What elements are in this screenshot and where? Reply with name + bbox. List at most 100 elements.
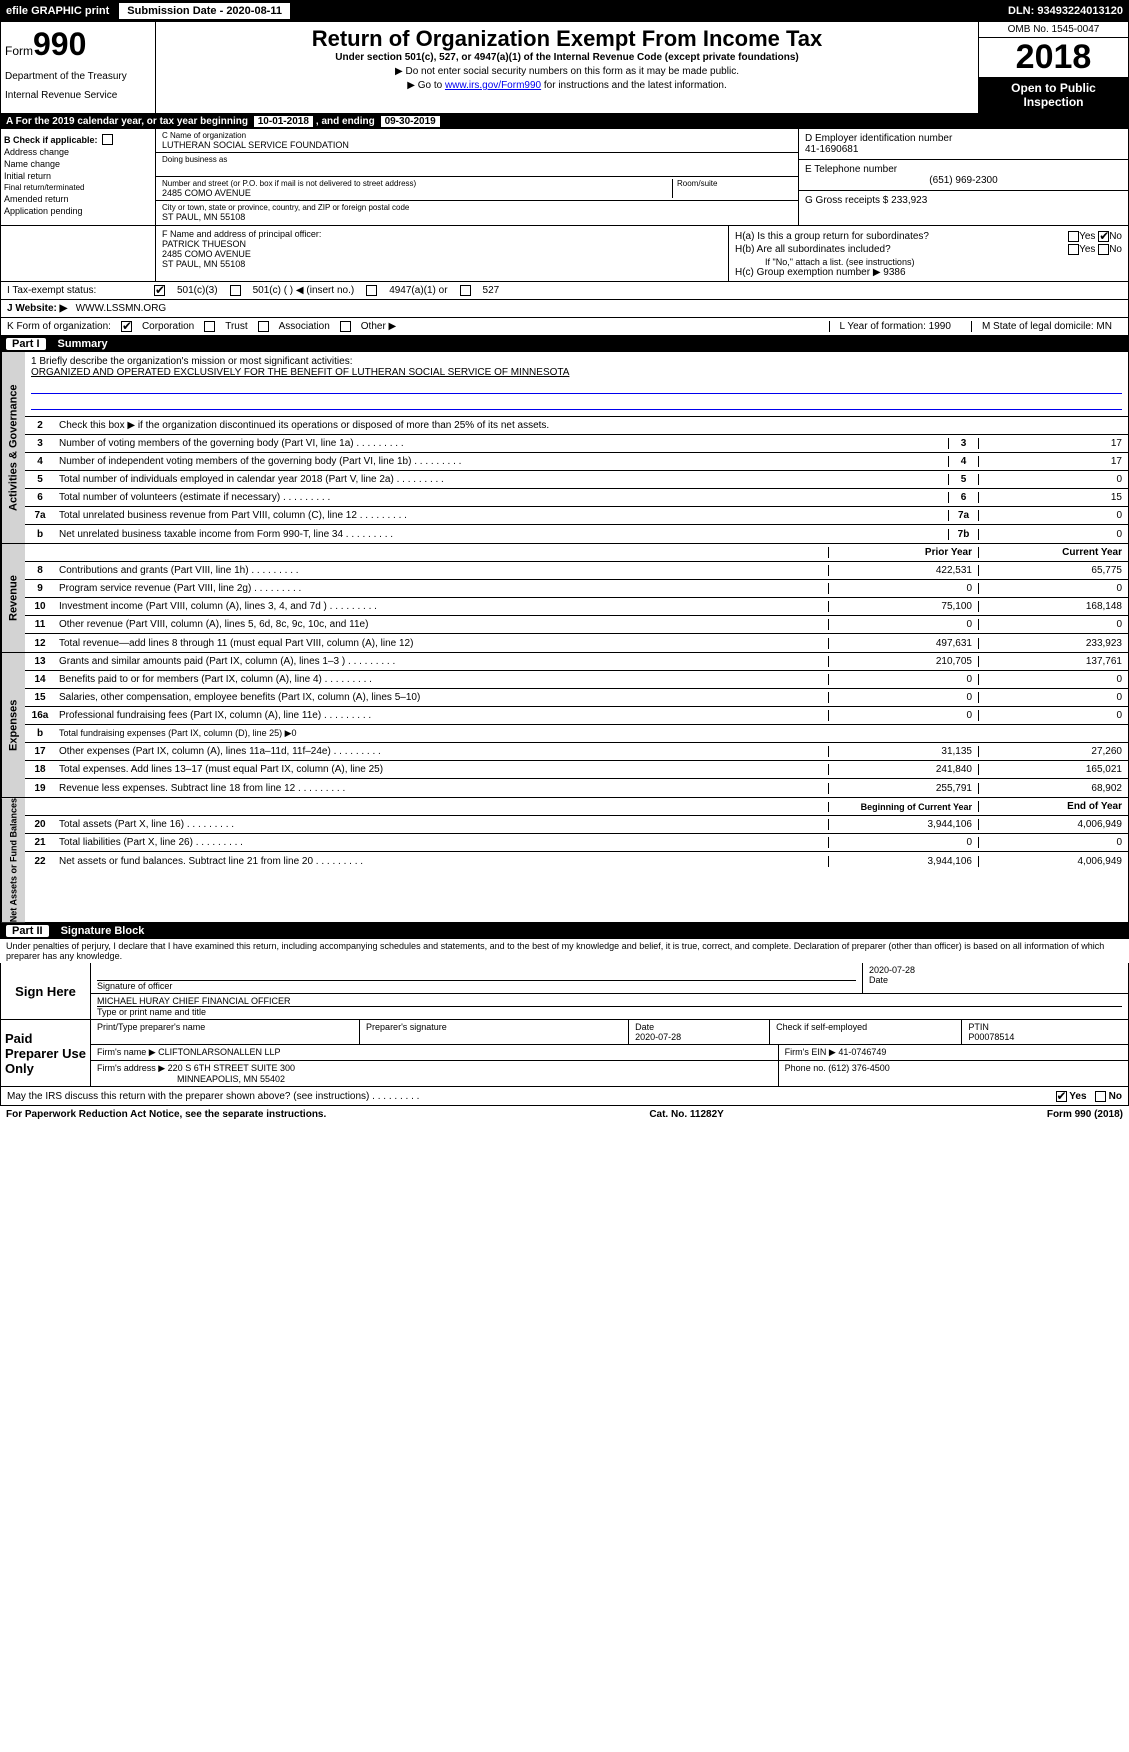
- l18-desc: Total expenses. Add lines 13–17 (must eq…: [55, 762, 828, 777]
- ha-no[interactable]: [1098, 231, 1109, 242]
- officer-label: F Name and address of principal officer:: [162, 229, 722, 239]
- cb-name-change[interactable]: Name change: [4, 159, 152, 169]
- foot-paperwork: For Paperwork Reduction Act Notice, see …: [6, 1109, 326, 1120]
- l4-desc: Number of independent voting members of …: [55, 454, 948, 469]
- website-value: WWW.LSSMN.ORG: [76, 303, 167, 314]
- l15-cy: 0: [978, 692, 1128, 703]
- l3-val: 17: [978, 438, 1128, 449]
- no3: No: [1109, 1091, 1122, 1102]
- line-7a: 7aTotal unrelated business revenue from …: [25, 507, 1128, 525]
- blank-line-1: [31, 380, 1122, 394]
- cb-4947[interactable]: [366, 285, 377, 296]
- cb-501c3[interactable]: [154, 285, 165, 296]
- cb-amended[interactable]: Amended return: [4, 194, 152, 204]
- l17-cy: 27,260: [978, 746, 1128, 757]
- sign-here-label: Sign Here: [1, 963, 91, 1019]
- hb-no[interactable]: [1098, 244, 1109, 255]
- paid-preparer-row: Paid Preparer Use Only Print/Type prepar…: [1, 1020, 1128, 1087]
- cb-applicable[interactable]: [102, 134, 113, 145]
- officer-sig-label: Signature of officer: [97, 981, 856, 991]
- l9-cy: 0: [978, 583, 1128, 594]
- l3-desc: Number of voting members of the governin…: [55, 436, 948, 451]
- officer-printed-name: MICHAEL HURAY CHIEF FINANCIAL OFFICER: [97, 996, 1122, 1007]
- form-top: Form990 Department of the Treasury Inter…: [0, 22, 1129, 114]
- l11-desc: Other revenue (Part VIII, column (A), li…: [55, 617, 828, 632]
- firm-addr1: 220 S 6TH STREET SUITE 300: [168, 1063, 295, 1073]
- no1: No: [1109, 231, 1122, 242]
- blank-line-2: [31, 396, 1122, 410]
- l19-py: 255,791: [828, 783, 978, 794]
- cb-assoc[interactable]: [258, 321, 269, 332]
- instr2-a: ▶ Go to: [407, 80, 445, 91]
- part1-num: Part I: [6, 338, 46, 350]
- firm-ein: 41-0746749: [838, 1047, 886, 1057]
- irs-no[interactable]: [1095, 1091, 1106, 1102]
- cb-trust[interactable]: [204, 321, 215, 332]
- i-501c: 501(c) ( ) ◀ (insert no.): [253, 285, 355, 296]
- l22-py: 3,944,106: [828, 856, 978, 867]
- sign-date-1: 2020-07-28: [869, 965, 1122, 975]
- phone-cell: E Telephone number (651) 969-2300: [799, 160, 1128, 191]
- hb-yes[interactable]: [1068, 244, 1079, 255]
- line-2: 2Check this box ▶ if the organization di…: [25, 417, 1128, 435]
- part1-title: Summary: [58, 338, 108, 350]
- l19-desc: Revenue less expenses. Subtract line 18 …: [55, 781, 828, 796]
- l21-cy: 0: [978, 837, 1128, 848]
- prep-name-label: Print/Type preparer's name: [97, 1022, 353, 1032]
- cb-final-return[interactable]: Final return/terminated: [4, 183, 152, 192]
- l9-desc: Program service revenue (Part VIII, line…: [55, 581, 828, 596]
- section-b: B Check if applicable: Address change Na…: [0, 129, 1129, 226]
- cb-pending[interactable]: Application pending: [4, 206, 152, 216]
- cb-527[interactable]: [460, 285, 471, 296]
- dba-row: Doing business as: [156, 153, 798, 177]
- officer-name: PATRICK THUESON: [162, 239, 722, 249]
- part1-header: Part I Summary: [0, 336, 1129, 352]
- cb-initial-return[interactable]: Initial return: [4, 171, 152, 181]
- row-a: A For the 2019 calendar year, or tax yea…: [0, 114, 1129, 129]
- top-mid: Return of Organization Exempt From Incom…: [156, 22, 978, 113]
- ptin-label: PTIN: [968, 1022, 1122, 1032]
- firm-addr2: MINNEAPOLIS, MN 55402: [97, 1074, 285, 1084]
- l10-cy: 168,148: [978, 601, 1128, 612]
- ha-yes[interactable]: [1068, 231, 1079, 242]
- b-checkboxes: B Check if applicable: Address change Na…: [1, 129, 156, 225]
- dept-irs: Internal Revenue Service: [5, 90, 151, 101]
- row-a-text1: A For the 2019 calendar year, or tax yea…: [6, 116, 251, 127]
- no2: No: [1109, 244, 1122, 255]
- l14-desc: Benefits paid to or for members (Part IX…: [55, 672, 828, 687]
- row-i: I Tax-exempt status: 501(c)(3) 501(c) ( …: [0, 282, 1129, 300]
- hb-note: If "No," attach a list. (see instruction…: [735, 257, 1122, 267]
- officer-addr2: ST PAUL, MN 55108: [162, 259, 722, 269]
- l16a-desc: Professional fundraising fees (Part IX, …: [55, 708, 828, 723]
- cb-corp[interactable]: [121, 321, 132, 332]
- net-headers: Beginning of Current YearEnd of Year: [25, 798, 1128, 816]
- net-assets-section: Net Assets or Fund Balances Beginning of…: [0, 798, 1129, 923]
- l20-desc: Total assets (Part X, line 16): [55, 817, 828, 832]
- governance-section: Activities & Governance 1 Briefly descri…: [0, 352, 1129, 544]
- l18-cy: 165,021: [978, 764, 1128, 775]
- k-trust: Trust: [225, 321, 247, 332]
- l13-desc: Grants and similar amounts paid (Part IX…: [55, 654, 828, 669]
- l7b-desc: Net unrelated business taxable income fr…: [55, 527, 948, 542]
- b-right: D Employer identification number 41-1690…: [798, 129, 1128, 225]
- h-section: H(a) Is this a group return for subordin…: [728, 226, 1128, 281]
- open-public: Open to PublicInspection: [979, 77, 1128, 113]
- instruction-1: ▶ Do not enter social security numbers o…: [160, 66, 974, 77]
- foot-form: Form 990 (2018): [1047, 1109, 1123, 1120]
- cb-501c[interactable]: [230, 285, 241, 296]
- yes1: Yes: [1079, 231, 1095, 242]
- l17-py: 31,135: [828, 746, 978, 757]
- officer-signature-line[interactable]: [97, 965, 856, 981]
- current-year-hdr: Current Year: [978, 547, 1128, 558]
- l21-desc: Total liabilities (Part X, line 26): [55, 835, 828, 850]
- l8-desc: Contributions and grants (Part VIII, lin…: [55, 563, 828, 578]
- irs-link[interactable]: www.irs.gov/Form990: [445, 80, 541, 91]
- top-left: Form990 Department of the Treasury Inter…: [1, 22, 156, 113]
- yes3: Yes: [1069, 1091, 1086, 1102]
- ptin-value: P00078514: [968, 1032, 1122, 1042]
- irs-yes[interactable]: [1056, 1091, 1067, 1102]
- cb-address-change[interactable]: Address change: [4, 147, 152, 157]
- l11-cy: 0: [978, 619, 1128, 630]
- line-14: 14Benefits paid to or for members (Part …: [25, 671, 1128, 689]
- cb-other[interactable]: [340, 321, 351, 332]
